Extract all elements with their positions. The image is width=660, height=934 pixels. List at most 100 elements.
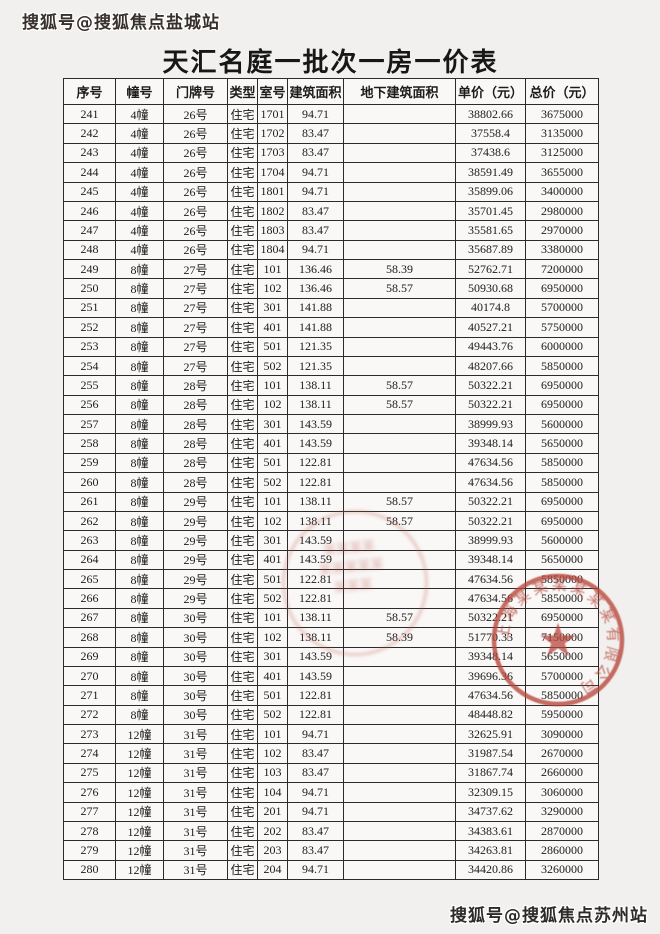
table-cell: 住宅 — [227, 162, 258, 183]
table-cell: 101 — [257, 607, 288, 629]
table-cell: 8幢 — [115, 607, 164, 629]
header-cell: 序号 — [63, 78, 116, 105]
table-cell: 502 — [257, 472, 288, 493]
table-cell: 5850000 — [525, 355, 599, 377]
table-row: 265 8幢 29号 住宅 501 122.81 47634.56 5850000 — [63, 568, 599, 590]
table-cell: 住宅 — [227, 801, 258, 822]
table-cell: 143.59 — [287, 646, 344, 667]
table-cell: 住宅 — [227, 530, 258, 551]
table-cell: 253 — [63, 336, 116, 357]
table-cell: 38802.66 — [455, 103, 526, 125]
table-cell: 143.59 — [287, 433, 344, 454]
table-cell: 5950000 — [525, 704, 599, 726]
table-cell: 35581.65 — [455, 220, 526, 241]
table-cell: 50322.21 — [455, 491, 526, 512]
table-cell: 58.57 — [343, 278, 456, 299]
table-row: 257 8幢 28号 住宅 301 143.59 38999.93 5600000 — [63, 413, 599, 435]
table-cell: 8幢 — [115, 549, 164, 571]
table-row: 266 8幢 29号 住宅 502 122.81 47634.56 5850000 — [63, 588, 599, 609]
table-cell: 6950000 — [525, 607, 599, 629]
table-cell: 122.81 — [287, 568, 344, 590]
table-cell: 202 — [257, 820, 288, 842]
table-cell: 31867.74 — [455, 762, 526, 784]
table-cell: 301 — [257, 646, 288, 667]
table-cell: 121.35 — [287, 336, 344, 357]
table-cell: 2860000 — [525, 840, 599, 861]
table-cell: 502 — [257, 355, 288, 377]
table-cell: 3090000 — [525, 723, 599, 745]
table-cell: 26号 — [163, 181, 228, 202]
table-cell: 28号 — [163, 394, 228, 416]
table-cell: 住宅 — [227, 142, 258, 164]
table-cell: 27号 — [163, 278, 228, 299]
table-cell: 7150000 — [525, 627, 599, 648]
table-cell: 8幢 — [115, 704, 164, 726]
table-cell: 住宅 — [227, 840, 258, 861]
table-cell: 83.47 — [287, 840, 344, 861]
table-cell: 4幢 — [115, 142, 164, 164]
table-cell — [343, 297, 456, 319]
table-cell: 40527.21 — [455, 317, 526, 338]
table-cell: 3400000 — [525, 181, 599, 202]
table-cell: 26号 — [163, 103, 228, 125]
table-cell: 8幢 — [115, 336, 164, 357]
header-cell: 建筑面积 — [287, 78, 344, 105]
table-cell: 3655000 — [525, 162, 599, 183]
table-cell: 138.11 — [287, 627, 344, 648]
table-cell: 26号 — [163, 239, 228, 261]
table-cell — [343, 123, 456, 144]
table-row: 279 12幢 31号 住宅 203 83.47 34263.81 2860000 — [63, 840, 599, 861]
table-cell: 276 — [63, 782, 116, 803]
table-cell: 101 — [257, 723, 288, 745]
table-cell: 住宅 — [227, 820, 258, 842]
table-cell: 301 — [257, 297, 288, 319]
table-cell: 94.71 — [287, 801, 344, 822]
table-cell: 5700000 — [525, 665, 599, 687]
table-cell: 58.57 — [343, 510, 456, 532]
table-cell: 40174.8 — [455, 297, 526, 319]
table-cell: 122.81 — [287, 452, 344, 474]
table-cell: 住宅 — [227, 413, 258, 435]
table-cell: 247 — [63, 220, 116, 241]
table-cell: 住宅 — [227, 297, 258, 319]
table-cell: 94.71 — [287, 162, 344, 183]
table-cell: 94.71 — [287, 859, 344, 881]
table-cell: 94.71 — [287, 239, 344, 261]
table-cell: 29号 — [163, 568, 228, 590]
table-cell: 50322.21 — [455, 394, 526, 416]
table-cell: 47634.56 — [455, 568, 526, 590]
header-cell: 门牌号 — [163, 78, 228, 105]
header-cell: 单价（元） — [455, 78, 526, 105]
table-cell: 住宅 — [227, 859, 258, 881]
table-cell: 28号 — [163, 413, 228, 435]
table-cell: 住宅 — [227, 743, 258, 764]
table-cell: 12幢 — [115, 723, 164, 745]
table-cell: 住宅 — [227, 762, 258, 784]
table-cell: 254 — [63, 355, 116, 377]
table-cell: 30号 — [163, 627, 228, 648]
price-table: 序号 幢号 门牌号 类型 室号 建筑面积 地下建筑面积 单价（元） 总价（元） 241 4幢 26号… — [63, 78, 599, 881]
table-cell: 34420.86 — [455, 859, 526, 881]
table-cell: 259 — [63, 452, 116, 474]
table-cell: 住宅 — [227, 646, 258, 667]
table-cell: 35687.89 — [455, 239, 526, 261]
table-cell: 27号 — [163, 297, 228, 319]
table-cell: 12幢 — [115, 859, 164, 881]
table-cell: 50322.21 — [455, 510, 526, 532]
table-cell: 138.11 — [287, 607, 344, 629]
table-cell: 8幢 — [115, 588, 164, 609]
table-row: 268 8幢 30号 住宅 102 138.11 58.39 51770.33 7150000 — [63, 627, 599, 648]
table-cell: 83.47 — [287, 123, 344, 144]
table-cell: 7200000 — [525, 258, 599, 280]
table-row: 273 12幢 31号 住宅 101 94.71 32625.91 3090000 — [63, 723, 599, 745]
table-cell: 8幢 — [115, 491, 164, 512]
table-cell: 住宅 — [227, 103, 258, 125]
table-cell: 住宅 — [227, 355, 258, 377]
table-cell: 8幢 — [115, 433, 164, 454]
table-cell: 204 — [257, 859, 288, 881]
table-cell: 275 — [63, 762, 116, 784]
table-cell — [343, 472, 456, 493]
table-cell: 住宅 — [227, 278, 258, 299]
table-cell: 2870000 — [525, 820, 599, 842]
table-cell: 31号 — [163, 801, 228, 822]
